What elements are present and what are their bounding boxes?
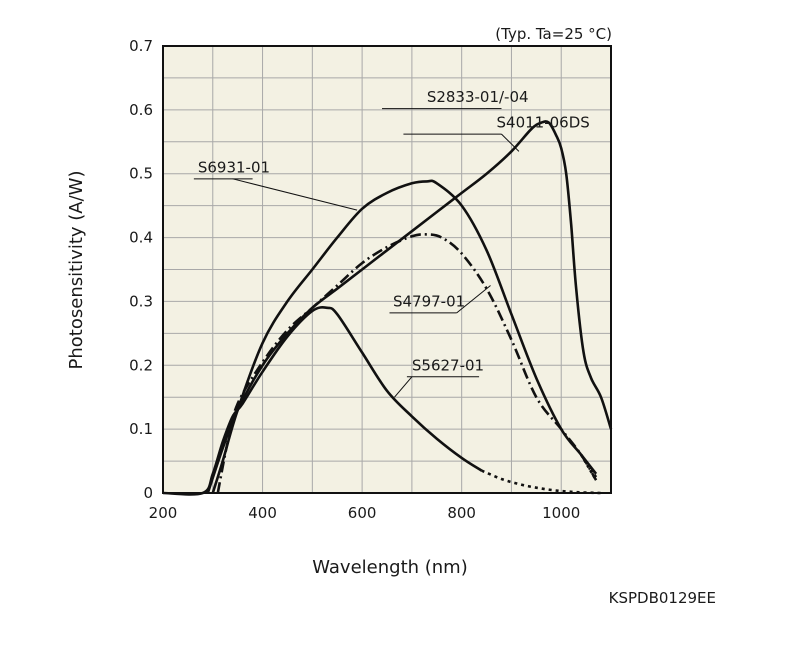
y-tick-label: 0	[143, 484, 153, 502]
series-label: S5627-01	[412, 356, 484, 374]
plot-frame	[162, 45, 612, 494]
series-label: S4797-01	[393, 293, 465, 311]
series-line	[211, 179, 598, 494]
y-tick-label: 0.1	[129, 420, 153, 438]
label-leader	[501, 133, 520, 152]
series-label: S2833-01/-04	[427, 88, 529, 106]
label-leader	[394, 376, 413, 398]
y-tick-label: 0.2	[129, 356, 153, 374]
label-leader	[232, 178, 358, 211]
x-tick-label: 200	[149, 504, 178, 522]
y-tick-label: 0.4	[129, 229, 153, 247]
series-line	[162, 306, 483, 496]
y-tick-label: 0.7	[129, 37, 153, 55]
series-label: S6931-01	[198, 158, 270, 176]
y-tick-label: 0.3	[129, 292, 153, 310]
document-code: KSPDB0129EE	[609, 589, 716, 607]
x-tick-label: 600	[348, 504, 377, 522]
series-lines	[162, 120, 613, 496]
y-tick-label: 0.5	[129, 165, 153, 183]
condition-note: (Typ. Ta=25 °C)	[495, 25, 612, 43]
series-labels: S2833-01/-04 S4011-06DS S6931-01 S4797-01 S5…	[193, 88, 590, 398]
y-axis-label: Photosensitivity (A/W)	[66, 171, 87, 370]
y-tick-label: 0.6	[129, 101, 153, 119]
series-label: S4011-06DS	[497, 114, 590, 132]
label-leader	[456, 285, 491, 314]
x-tick-label: 800	[447, 504, 476, 522]
series-line-tail	[580, 454, 598, 481]
series-line	[206, 120, 613, 494]
y-tick-labels: 0 0.1 0.2 0.3 0.4 0.5 0.6 0.7	[129, 37, 153, 502]
x-axis-label: Wavelength (nm)	[312, 557, 468, 578]
x-tick-labels: 200 400 600 800 1000	[149, 504, 581, 522]
series-line	[216, 233, 598, 494]
x-tick-label: 400	[248, 504, 277, 522]
series-line-dotted	[481, 469, 602, 495]
x-tick-label: 1000	[542, 504, 580, 522]
